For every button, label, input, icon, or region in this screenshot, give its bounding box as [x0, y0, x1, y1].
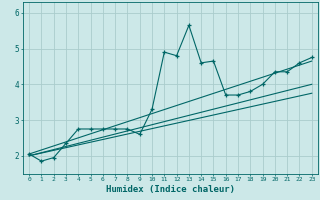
X-axis label: Humidex (Indice chaleur): Humidex (Indice chaleur): [106, 185, 235, 194]
